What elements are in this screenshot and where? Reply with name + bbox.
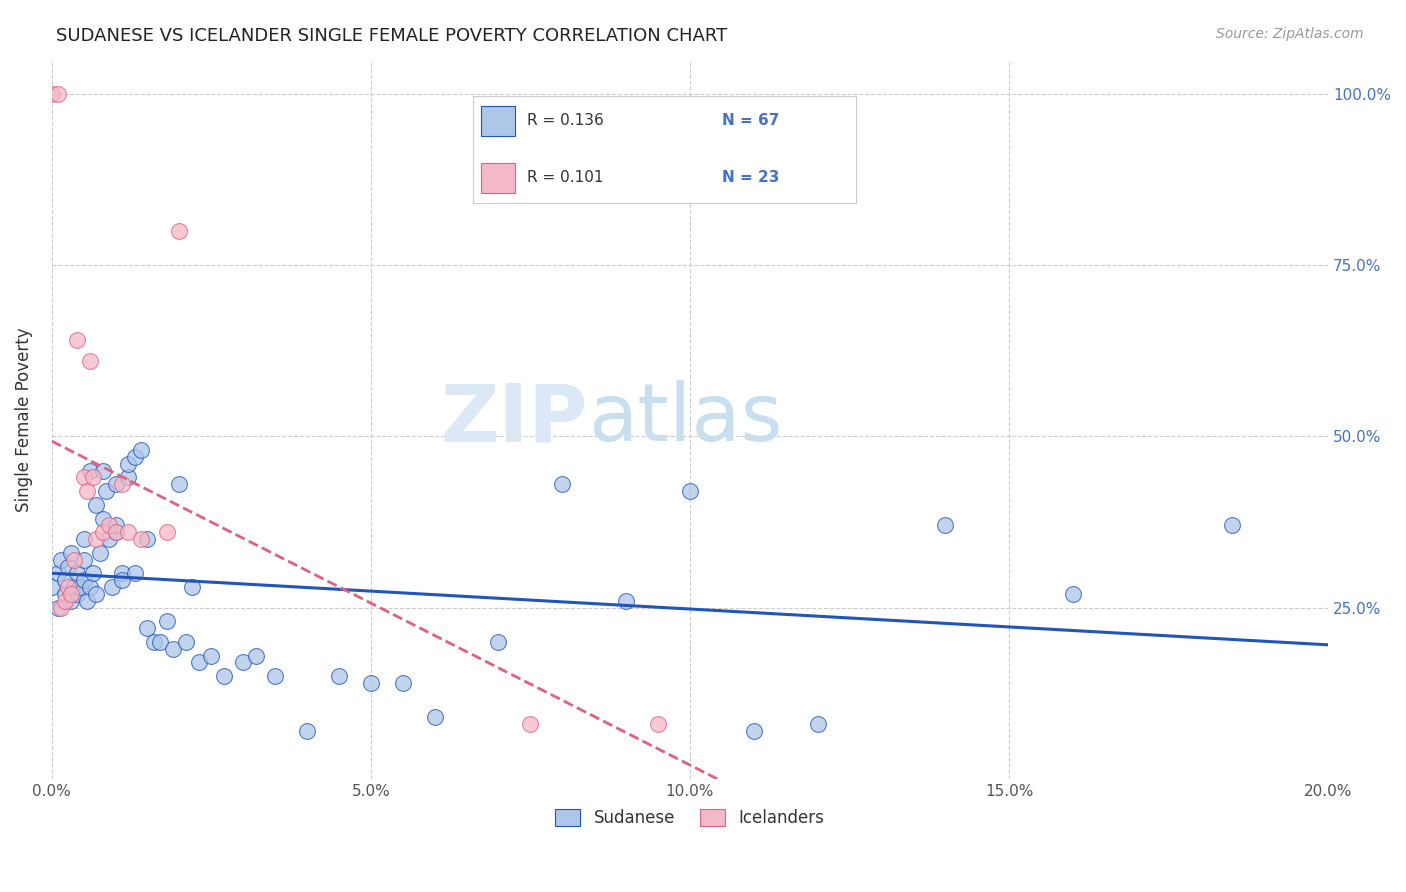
Point xyxy=(66,566,89,581)
Point xyxy=(46,566,69,581)
Point xyxy=(264,669,287,683)
Point xyxy=(117,470,139,484)
Text: Source: ZipAtlas.com: Source: ZipAtlas.com xyxy=(1216,27,1364,41)
Point xyxy=(156,615,179,629)
Point xyxy=(79,354,101,368)
Point xyxy=(73,574,96,588)
Point xyxy=(136,532,159,546)
Point xyxy=(51,552,73,566)
Point xyxy=(82,566,104,581)
Point xyxy=(98,532,121,546)
Point xyxy=(212,669,235,683)
Point xyxy=(647,717,669,731)
Point xyxy=(124,566,146,581)
Point xyxy=(63,552,86,566)
Point xyxy=(156,525,179,540)
Y-axis label: Single Female Poverty: Single Female Poverty xyxy=(15,327,32,512)
Point xyxy=(73,470,96,484)
Point xyxy=(169,224,191,238)
Point xyxy=(73,552,96,566)
Point xyxy=(174,635,197,649)
Point xyxy=(124,450,146,464)
Point xyxy=(69,580,91,594)
Point xyxy=(79,464,101,478)
Point xyxy=(934,518,956,533)
Point xyxy=(51,600,73,615)
Point xyxy=(423,710,446,724)
Point xyxy=(328,669,350,683)
Point xyxy=(149,635,172,649)
Point xyxy=(46,600,69,615)
Point xyxy=(101,580,124,594)
Point xyxy=(742,723,765,738)
Point xyxy=(245,648,267,663)
Point xyxy=(98,518,121,533)
Point xyxy=(66,587,89,601)
Point xyxy=(360,676,382,690)
Point xyxy=(551,477,574,491)
Point xyxy=(53,574,76,588)
Point xyxy=(59,594,82,608)
Point xyxy=(614,594,637,608)
Point xyxy=(117,525,139,540)
Point xyxy=(295,723,318,738)
Point xyxy=(53,587,76,601)
Point xyxy=(94,484,117,499)
Point xyxy=(162,641,184,656)
Point xyxy=(111,574,134,588)
Point xyxy=(129,532,152,546)
Point xyxy=(86,532,108,546)
Point xyxy=(56,559,79,574)
Point xyxy=(59,546,82,560)
Point xyxy=(391,676,413,690)
Point xyxy=(66,334,89,348)
Point xyxy=(46,87,69,101)
Point xyxy=(104,518,127,533)
Point xyxy=(63,580,86,594)
Point xyxy=(142,635,165,649)
Point xyxy=(89,546,111,560)
Point xyxy=(56,580,79,594)
Text: SUDANESE VS ICELANDER SINGLE FEMALE POVERTY CORRELATION CHART: SUDANESE VS ICELANDER SINGLE FEMALE POVE… xyxy=(56,27,727,45)
Point xyxy=(91,464,114,478)
Point xyxy=(76,484,98,499)
Point xyxy=(806,717,828,731)
Point xyxy=(91,525,114,540)
Point xyxy=(79,580,101,594)
Point xyxy=(41,87,63,101)
Point xyxy=(129,443,152,458)
Point xyxy=(76,594,98,608)
Point xyxy=(169,477,191,491)
Point xyxy=(86,587,108,601)
Point xyxy=(181,580,204,594)
Point xyxy=(679,484,702,499)
Legend: Sudanese, Icelanders: Sudanese, Icelanders xyxy=(547,800,832,835)
Point xyxy=(86,498,108,512)
Point xyxy=(59,587,82,601)
Point xyxy=(200,648,222,663)
Point xyxy=(104,525,127,540)
Point xyxy=(111,566,134,581)
Point xyxy=(104,525,127,540)
Point xyxy=(1062,587,1084,601)
Point xyxy=(117,457,139,471)
Point xyxy=(111,477,134,491)
Point xyxy=(136,621,159,635)
Text: atlas: atlas xyxy=(588,380,782,458)
Point xyxy=(488,635,510,649)
Point xyxy=(232,656,254,670)
Text: ZIP: ZIP xyxy=(440,380,588,458)
Point xyxy=(91,511,114,525)
Point xyxy=(82,470,104,484)
Point xyxy=(73,532,96,546)
Point xyxy=(519,717,541,731)
Point xyxy=(1222,518,1244,533)
Point xyxy=(41,580,63,594)
Point xyxy=(53,594,76,608)
Point xyxy=(104,477,127,491)
Point xyxy=(187,656,209,670)
